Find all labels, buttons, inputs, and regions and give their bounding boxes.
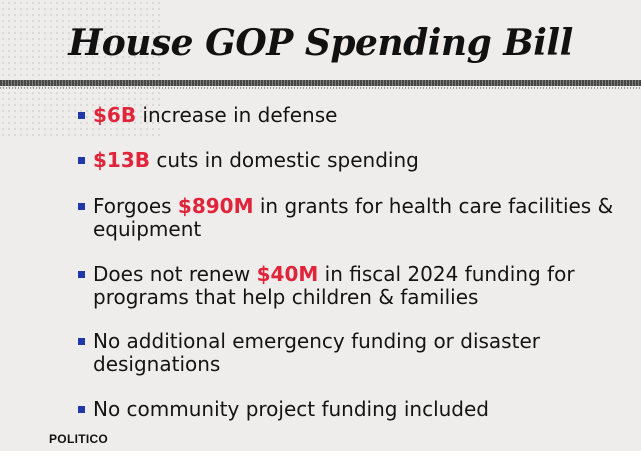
divider xyxy=(0,80,641,86)
highlight-amount: $890M xyxy=(177,194,254,218)
bullet-text: increase in defense xyxy=(136,103,338,127)
bullet-text: No community project funding included xyxy=(93,397,489,421)
bullet-text: Does not renew xyxy=(93,262,257,286)
square-bullet-icon xyxy=(78,203,85,210)
highlight-amount: $40M xyxy=(256,262,319,286)
bullet-text: Forgoes xyxy=(93,194,178,218)
bullet-text: No additional emergency funding or disas… xyxy=(93,329,540,376)
politico-logo: POLITICO xyxy=(49,432,109,446)
square-bullet-icon xyxy=(78,112,85,119)
highlight-amount: $6B xyxy=(93,103,137,127)
square-bullet-icon xyxy=(78,338,85,345)
divider-texture xyxy=(0,87,641,89)
bullet-text: in fiscal 2024 funding for programs that… xyxy=(93,262,575,309)
square-bullet-icon xyxy=(78,157,85,164)
page-title: House GOP Spending Bill xyxy=(68,22,573,64)
highlight-amount: $13B xyxy=(93,148,150,172)
square-bullet-icon xyxy=(78,271,85,278)
bullet-text: in grants for health care facilities & e… xyxy=(93,194,614,241)
bullet-text: cuts in domestic spending xyxy=(150,148,419,172)
square-bullet-icon xyxy=(78,406,85,413)
